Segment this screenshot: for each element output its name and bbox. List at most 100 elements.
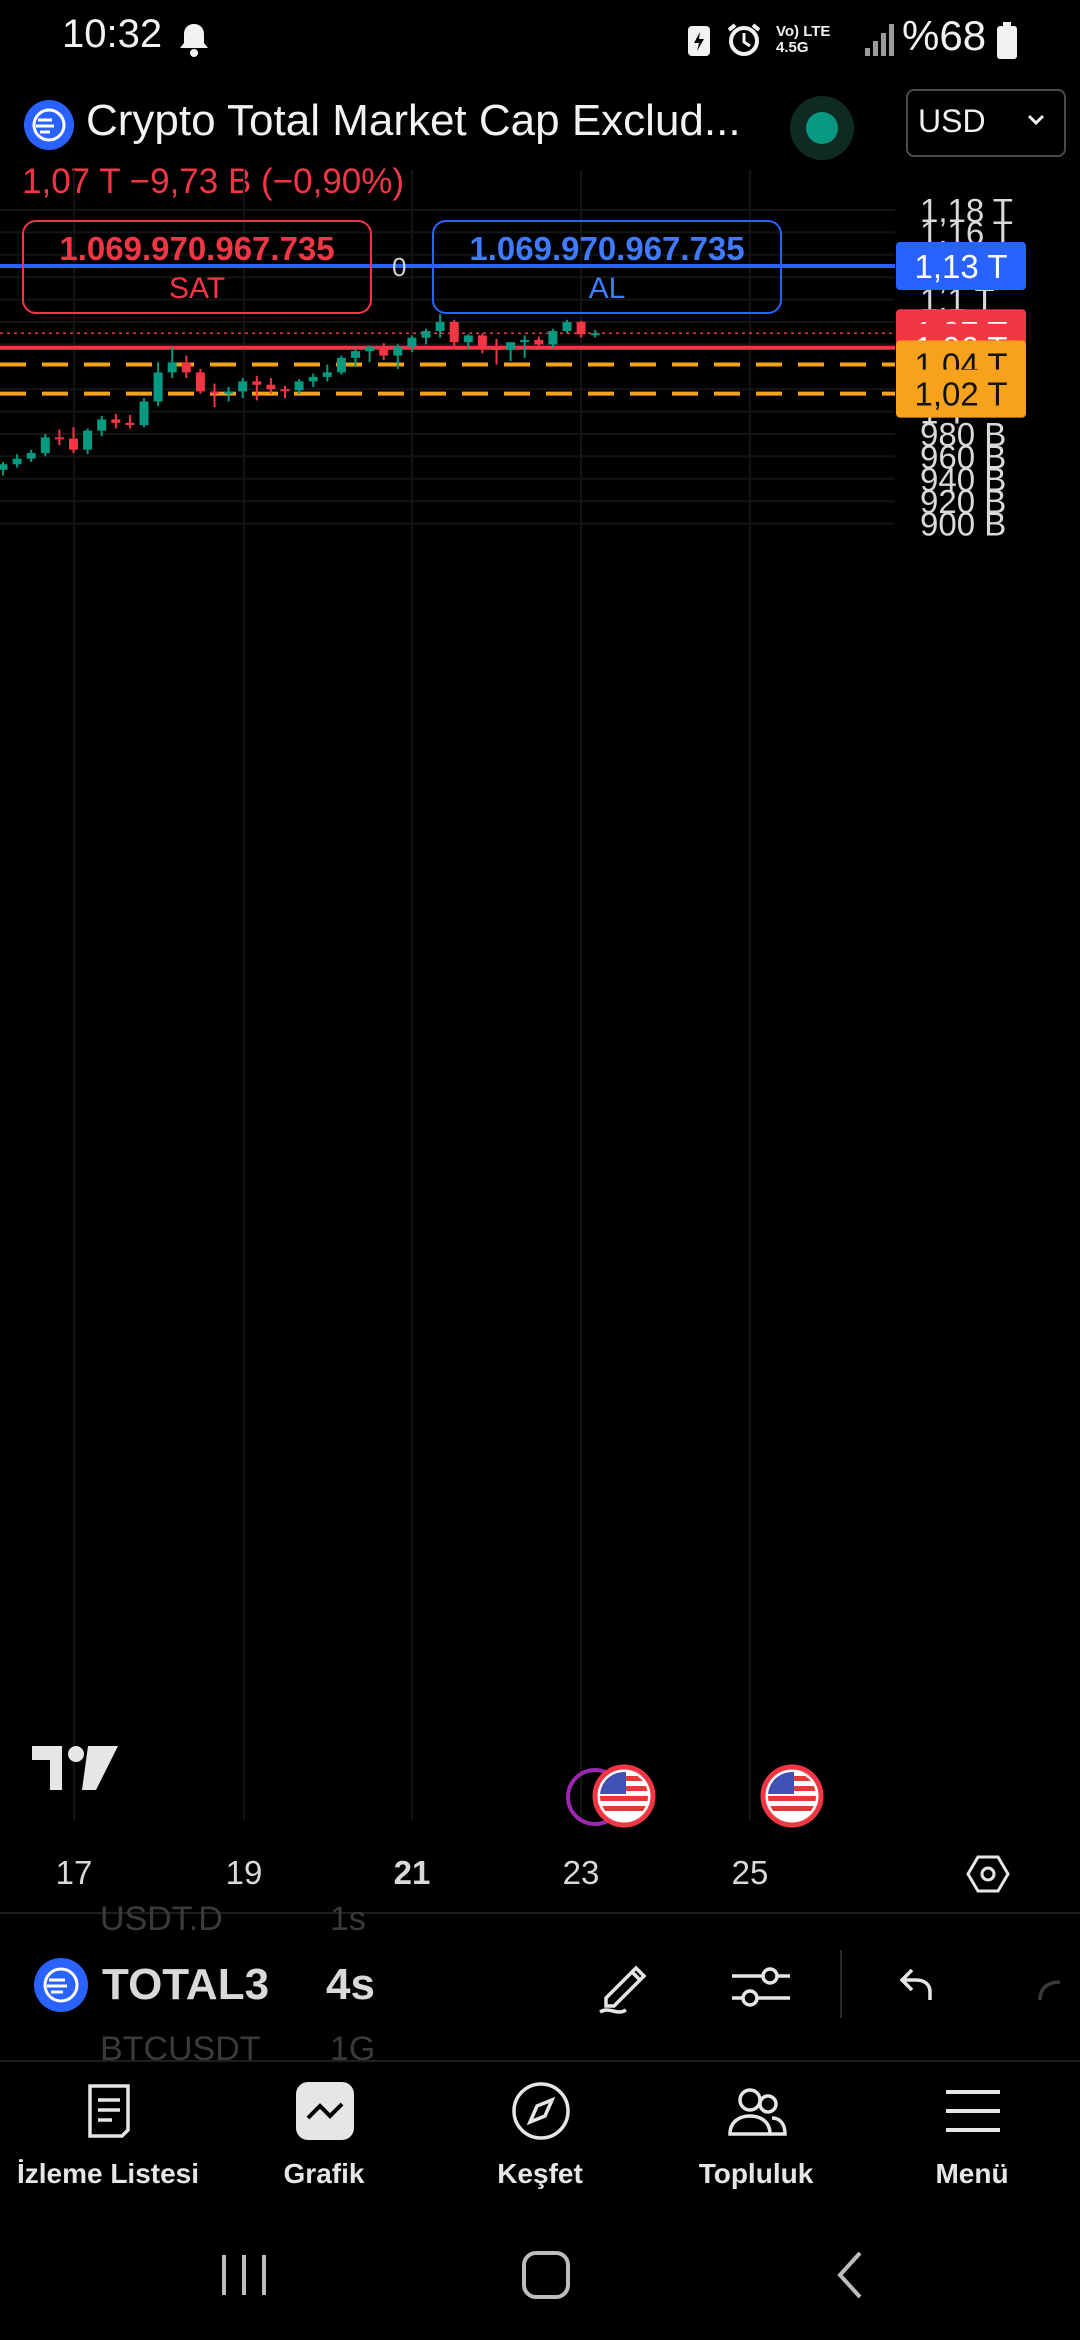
candle-body [308,376,318,382]
candle-body [83,430,93,450]
nav-label: Menü [935,2158,1009,2189]
candle-body [463,335,473,343]
tradingview-logo-icon[interactable] [30,1742,122,1794]
drawing-tool-pencil-icon[interactable] [592,1950,662,2020]
symbol-picker[interactable]: TOTAL3 [102,1960,270,2009]
candle-body [26,453,36,459]
candle-body [153,372,163,402]
x-axis-tick-label: 17 [56,1854,93,1891]
notification-bell-icon [180,24,208,57]
signal-icon [865,24,894,56]
buy-price: 1.069.970.967.735 [469,230,745,267]
candle-body [407,337,417,347]
price-level-tag [896,369,1026,418]
status-bar: 10:32 Vo) LTE 4.5G %68 [0,0,1080,80]
undo-icon[interactable] [894,1958,950,2014]
interval-picker[interactable]: 4s [326,1960,375,2009]
symbol-title[interactable]: Crypto Total Market Cap Exclud... [86,96,741,145]
candle-body [195,372,205,392]
ghost-interval-above[interactable]: 1s [330,1900,366,1938]
market-open-dot-icon [806,112,838,144]
battery-icon [997,22,1017,59]
nav-community[interactable]: Topluluk [648,2070,864,2210]
sell-button[interactable]: 1.069.970.967.735 SAT [22,220,372,314]
candle-body [421,330,431,338]
candle-body [0,464,8,470]
y-axis-tick-label: 920 B [920,483,1006,520]
candle-body [125,422,135,426]
y-axis-tick-label: 940 B [920,461,1006,498]
candle-body [477,335,487,347]
community-icon [728,2088,787,2136]
candle-body [280,389,290,392]
nav-explore[interactable]: Keşfet [432,2070,648,2210]
chart-icon [296,2082,354,2140]
nav-menu[interactable]: Menü [864,2070,1080,2210]
price-chart[interactable]: 1,18 T1,16 T1,14 T1,12 T1,1 T1,08 T1,06 … [0,170,1080,1940]
candle-body [562,322,572,331]
candle-body [548,330,558,345]
candle-body [322,372,332,377]
candle-body [139,401,149,426]
candle-body [210,391,219,394]
home-icon[interactable] [516,2245,576,2305]
redo-icon[interactable] [1034,1970,1080,2010]
candle-body [111,419,121,423]
candle-body [97,419,107,431]
buy-button[interactable]: 1.069.970.967.735 AL [432,220,782,314]
candle-body [435,322,445,331]
toolbar-separator [0,2060,1080,2062]
candle-body [506,342,516,350]
market-status-indicator[interactable] [790,96,854,160]
toolbar-symbol-logo-icon[interactable] [34,1958,88,2012]
price-level-tag-label: 1,02 T [915,376,1008,413]
nav-watchlist[interactable]: İzleme Listesi [0,2070,216,2210]
battery-saver-icon [688,26,710,56]
network-indicator: Vo) LTE 4.5G [776,23,831,56]
currency-select[interactable]: USD [906,89,1066,157]
x-axis-tick-label: 25 [732,1854,769,1891]
y-axis-tick-label: 1,18 T [920,192,1013,229]
toolbar-divider [840,1950,842,2018]
candle-body [590,333,600,336]
candle-body [336,357,346,373]
watchlist-icon [88,2084,130,2138]
candle-body [365,346,375,352]
clock: 10:32 [62,12,163,56]
symbol-logo-icon[interactable] [24,100,74,150]
ghost-symbol-above[interactable]: USDT.D [100,1900,223,1938]
x-axis-tick-label: 23 [563,1854,600,1891]
nav-label: Keşfet [497,2158,583,2189]
us-flag-event-icon[interactable] [760,1764,824,1828]
indicators-sliders-icon[interactable] [726,1952,796,2022]
y-axis-tick-label: 980 B [920,416,1006,453]
nav-label: Grafik [283,2158,365,2189]
us-flag-event-icon[interactable] [592,1764,656,1828]
alarm-icon [727,23,761,56]
ghost-symbol-below[interactable]: BTCUSDT [100,2030,261,2068]
back-icon[interactable] [822,2245,882,2305]
recent-apps-icon[interactable] [214,2245,274,2305]
candle-body [252,381,262,385]
y-axis-tick-label: 900 B [920,506,1006,543]
candle-body [40,437,50,454]
nav-chart[interactable]: Grafik [216,2070,432,2210]
price-level-tag-label: 1,13 T [915,248,1008,285]
candle-body [69,438,78,450]
candle-body [181,362,191,373]
nav-label: Topluluk [698,2158,814,2189]
price-level-tag [896,242,1026,290]
candle-body [54,437,64,440]
candle-body [379,346,389,356]
ghost-interval-below[interactable]: 1G [330,2030,376,2068]
nav-label: İzleme Listesi [16,2158,200,2189]
candle-body [238,381,248,392]
candle-body [167,362,177,373]
hamburger-menu-icon [946,2090,1000,2132]
candle-body [266,384,276,390]
battery-percent: %68 [902,12,987,59]
candle-body [534,339,544,345]
chart-settings-hexagon-icon[interactable] [966,1852,1010,1896]
candle-body [224,391,234,394]
candle-body [520,339,530,343]
